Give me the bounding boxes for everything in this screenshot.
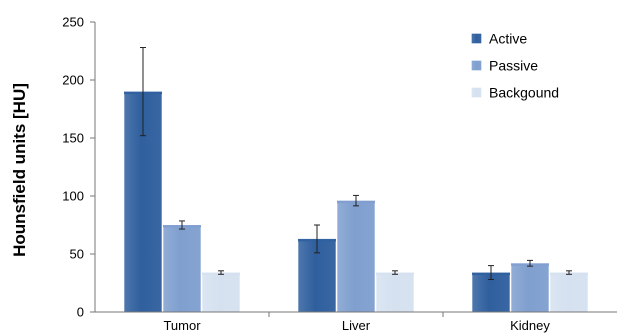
bars-group	[123, 47, 589, 313]
y-axis-label: Hounsfield units [HU]	[10, 83, 29, 257]
legend-swatch	[471, 33, 482, 44]
bar	[375, 272, 415, 313]
legend: Active Passive Backgound	[471, 31, 559, 101]
y-tick-label: 0	[77, 305, 84, 320]
x-tick-label: Kidney	[510, 318, 550, 333]
x-tick-label: Tumor	[163, 318, 201, 333]
legend-label: Active	[489, 31, 527, 47]
bar	[510, 262, 550, 313]
legend-swatch	[471, 87, 482, 98]
y-axis: 0 50 100 150 200 250	[62, 15, 96, 320]
bar	[549, 272, 589, 313]
x-axis: Tumor Liver Kidney	[95, 311, 617, 333]
bar	[201, 272, 241, 313]
x-tick-label: Liver	[342, 318, 371, 333]
bar	[336, 200, 376, 313]
bar	[162, 224, 202, 313]
legend-label: Backgound	[489, 85, 559, 101]
y-tick-label: 200	[62, 73, 84, 88]
y-tick-label: 50	[70, 247, 84, 262]
legend-label: Passive	[489, 58, 538, 74]
y-tick-label: 250	[62, 15, 84, 30]
legend-swatch	[471, 60, 482, 71]
y-tick-label: 150	[62, 131, 84, 146]
y-tick-label: 100	[62, 189, 84, 204]
